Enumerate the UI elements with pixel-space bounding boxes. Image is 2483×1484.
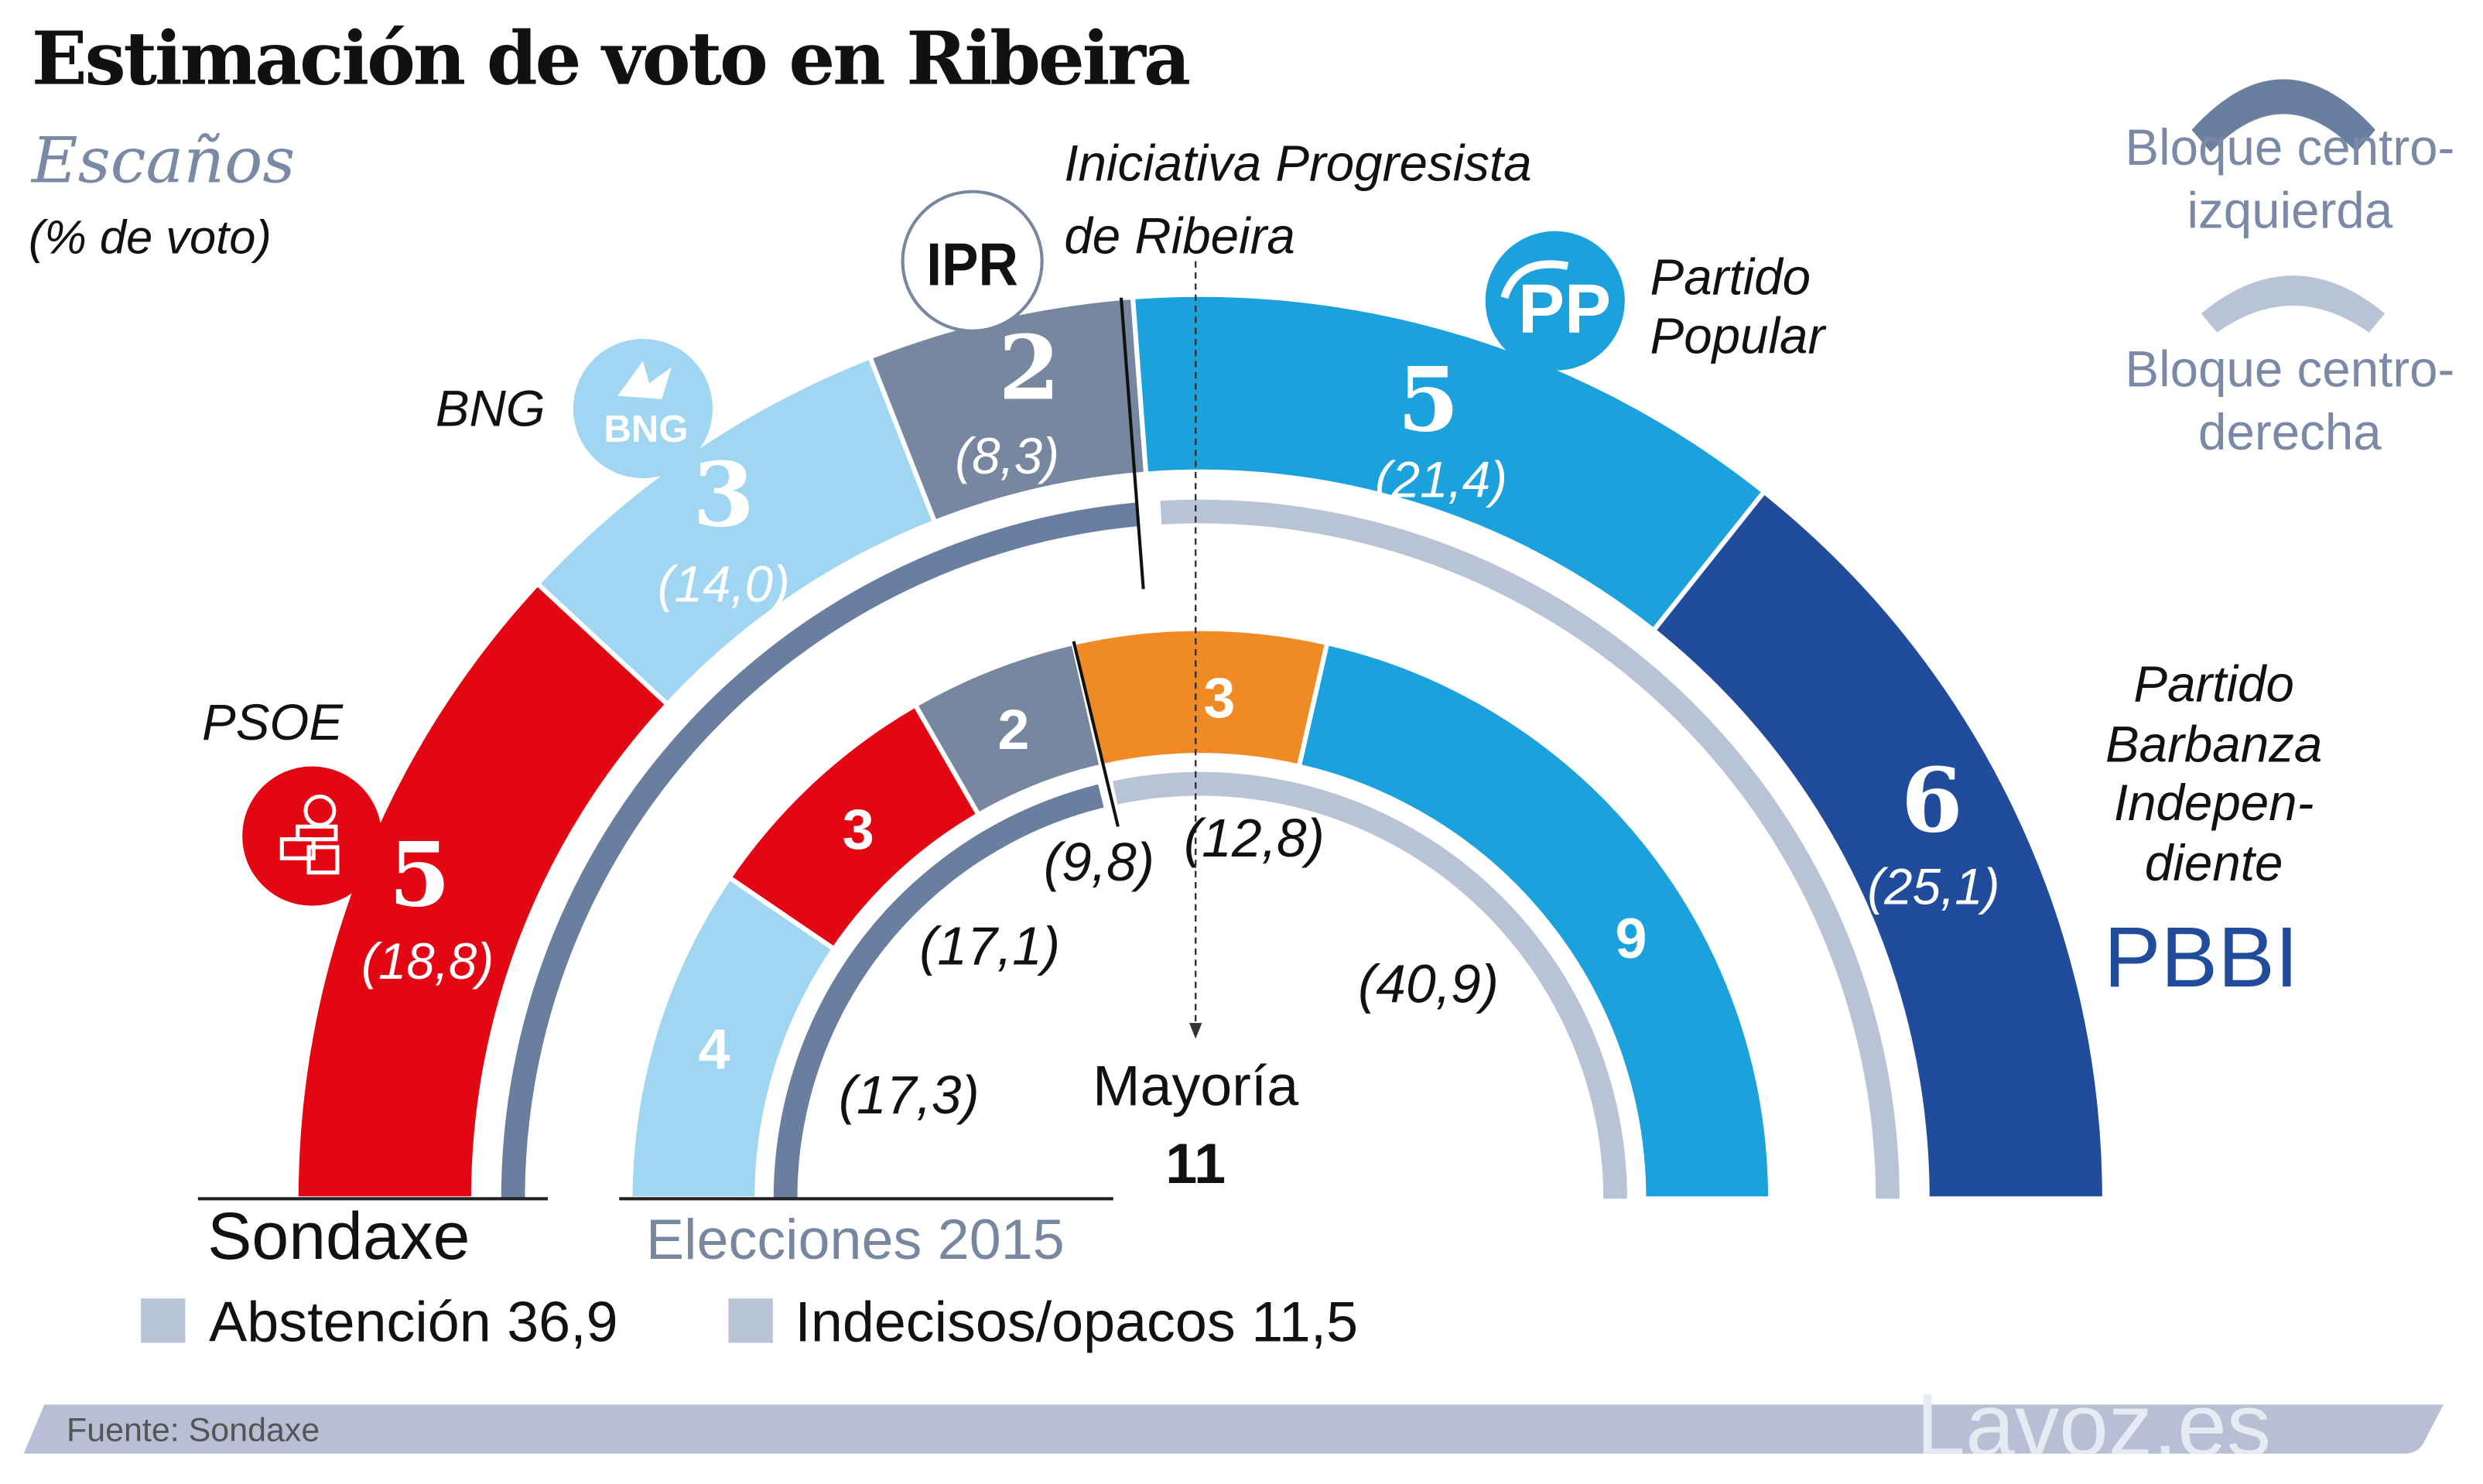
elecciones-2015-segment-pp bbox=[1296, 640, 1773, 1202]
footer-bar bbox=[23, 1404, 2444, 1454]
inner-pct-label-pp: (40,9) bbox=[1358, 955, 1499, 1015]
ipr-orange-divider-inner bbox=[1072, 641, 1120, 827]
ipr-logo-text: IPR bbox=[926, 231, 1018, 298]
pct-label-bng: (14,0) bbox=[657, 556, 790, 614]
ring-label-sondaxe: Sondaxe bbox=[207, 1198, 470, 1274]
pp-label-line2: Popular bbox=[1650, 307, 1825, 364]
seat-label-pp: 5 bbox=[1397, 348, 1459, 453]
seat-label-pbbi: 6 bbox=[1900, 749, 1963, 854]
ipr-logo: IPR bbox=[901, 190, 1044, 333]
legend-bloque-der: Bloque centro- derecha bbox=[2125, 337, 2454, 464]
sondaxe-segment-pbbi bbox=[1650, 488, 2108, 1202]
inner-seat-label-bng: 4 bbox=[698, 1016, 730, 1082]
majority-arrow-icon bbox=[1188, 1023, 1202, 1039]
psoe-logo bbox=[242, 766, 382, 906]
inner-seat-label-psoe: 3 bbox=[842, 796, 874, 862]
bng-label: BNG bbox=[435, 380, 546, 437]
abstencion-item: Abstención 36,9 bbox=[209, 1293, 617, 1351]
ipr-label-line1: Iniciativa Progresista bbox=[1064, 134, 1532, 192]
elecciones-2015-bloque-izquierda-arc bbox=[773, 784, 1104, 1199]
seat-label-ipr: 2 bbox=[998, 316, 1061, 422]
legend-bloque-izq-swatch bbox=[2191, 79, 2375, 152]
inner-seat-label-pp: 9 bbox=[1615, 905, 1647, 971]
abstencion-swatch bbox=[141, 1298, 186, 1343]
majority-label: Mayoría bbox=[1093, 1052, 1299, 1118]
majority-value: 11 bbox=[1165, 1130, 1226, 1196]
footer-brand-logo: Lavoz.es bbox=[1916, 1380, 2272, 1454]
chart-subtitle-note: (% de voto) bbox=[28, 212, 272, 265]
psoe-label: PSOE bbox=[202, 693, 344, 751]
pct-label-psoe: (18,8) bbox=[361, 932, 494, 990]
pp-logo: PP bbox=[1485, 231, 1625, 371]
inner-pct-label-orange: (12,8) bbox=[1184, 809, 1325, 870]
pbbi-label-line2: Barbanza bbox=[2105, 716, 2323, 773]
legend-bloque-izq: Bloque centro- izquierda bbox=[2125, 115, 2454, 242]
legend-bloque-der-line1: Bloque centro- bbox=[2125, 340, 2455, 398]
inner-seat-label-ipr: 2 bbox=[997, 696, 1030, 762]
footer-source: Fuente: Sondaxe bbox=[66, 1412, 320, 1449]
seat-label-psoe: 5 bbox=[388, 823, 451, 928]
bng-logo-text: BNG bbox=[604, 409, 688, 450]
legend-bloque-izq-line2: izquierda bbox=[2187, 182, 2393, 240]
pp-logo-text: PP bbox=[1518, 270, 1611, 348]
elecciones-2015-segment-orange bbox=[1070, 626, 1330, 770]
ipr-pp-divider-outer bbox=[1119, 297, 1145, 590]
bng-logo: BNG bbox=[573, 338, 713, 479]
rose-fist-icon bbox=[279, 794, 340, 875]
abstencion-label: Abstención bbox=[209, 1288, 491, 1354]
legend-bloque-izq-line1: Bloque centro- bbox=[2125, 118, 2455, 176]
seat-label-bng: 3 bbox=[693, 443, 755, 549]
gull-icon bbox=[1500, 260, 1569, 299]
pbbi-label-line4: diente bbox=[2144, 834, 2283, 892]
pbbi-label-line3: Indepen- bbox=[2113, 774, 2314, 832]
legend-bloque-der-line2: derecha bbox=[2198, 403, 2382, 461]
sondaxe-ring bbox=[293, 292, 2108, 1202]
ipr-label-line2: de Ribeira bbox=[1064, 207, 1295, 265]
inner-seat-label-orange: 3 bbox=[1203, 665, 1236, 730]
inner-pct-label-bng: (17,3) bbox=[838, 1065, 980, 1127]
abstencion-value: 36,9 bbox=[507, 1288, 618, 1354]
indecisos-value: 11,5 bbox=[1251, 1288, 1359, 1354]
bloque-arcs bbox=[501, 499, 1900, 1199]
legend-bloque-der-swatch bbox=[2201, 275, 2386, 333]
ring-label-2015: Elecciones 2015 bbox=[646, 1206, 1065, 1272]
chart-title: Estimación de voto en Ribeira bbox=[31, 15, 1191, 101]
pct-label-ipr: (8,3) bbox=[955, 427, 1059, 485]
indecisos-swatch bbox=[728, 1298, 773, 1343]
inner-pct-label-ipr: (9,8) bbox=[1043, 833, 1154, 894]
pct-label-pp: (21,4) bbox=[1374, 451, 1507, 508]
chart-subtitle: Escaños bbox=[31, 125, 296, 198]
elecciones-2015-ring bbox=[628, 626, 1773, 1202]
pbbi-label-line1: Partido bbox=[2133, 655, 2294, 713]
indecisos-item: Indecisos/opacos 11,5 bbox=[795, 1293, 1358, 1351]
indecisos-label: Indecisos/opacos bbox=[795, 1288, 1236, 1354]
pct-label-pbbi: (25,1) bbox=[1867, 858, 2000, 915]
star-icon bbox=[617, 361, 672, 399]
pbbi-abbr: PBBI bbox=[2103, 910, 2299, 1006]
inner-pct-label-psoe: (17,1) bbox=[919, 916, 1061, 977]
pp-label-line1: Partido bbox=[1650, 248, 1811, 306]
